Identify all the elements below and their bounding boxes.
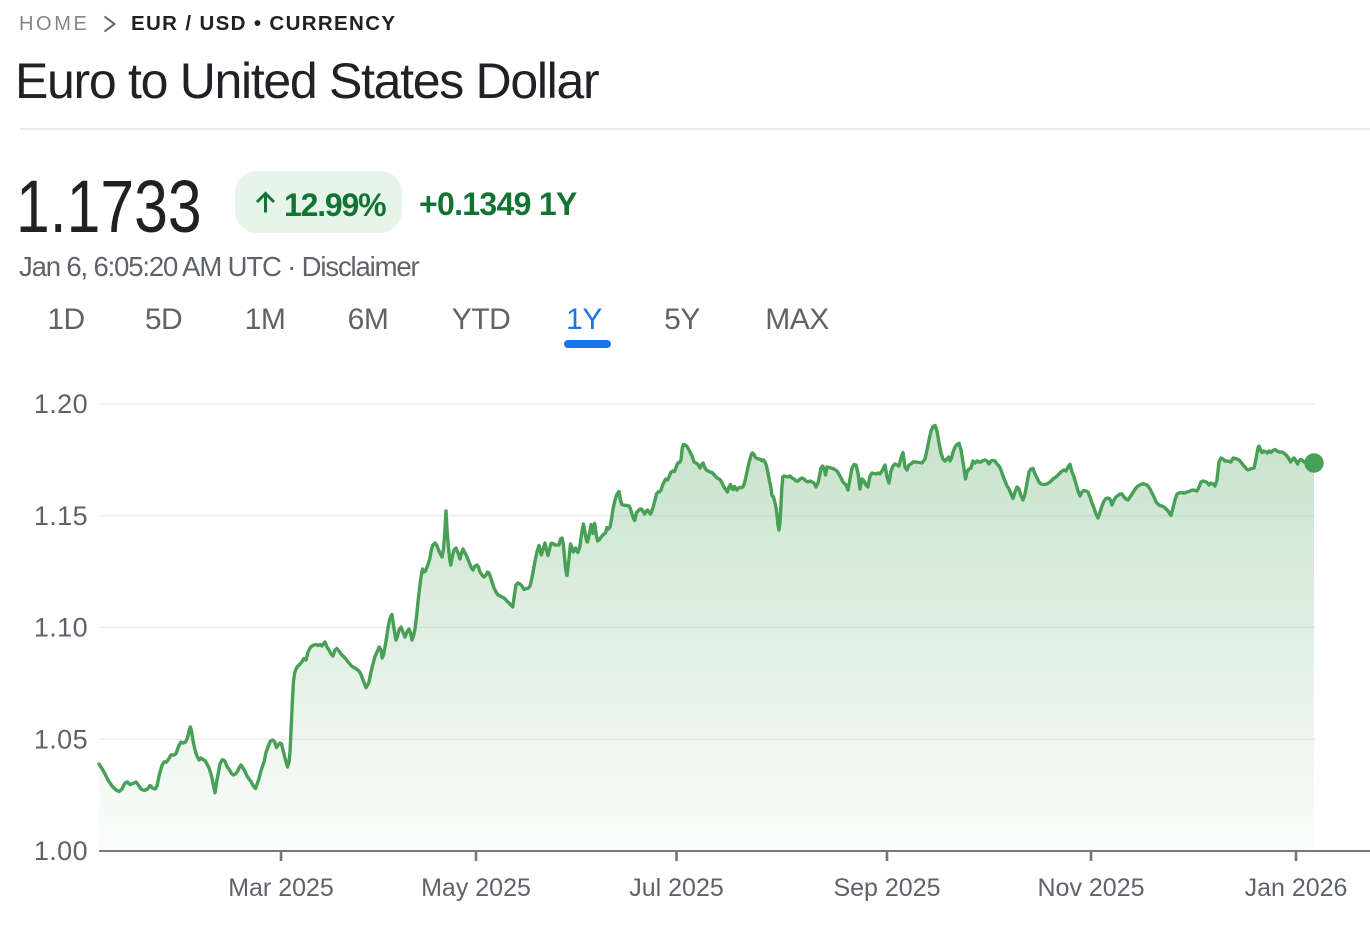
svg-text:1.20: 1.20 (34, 389, 88, 419)
svg-text:1.10: 1.10 (34, 613, 88, 643)
svg-text:Nov 2025: Nov 2025 (1037, 874, 1144, 902)
svg-text:Sep 2025: Sep 2025 (833, 874, 940, 902)
svg-text:Mar 2025: Mar 2025 (228, 874, 334, 902)
svg-text:May 2025: May 2025 (421, 874, 531, 902)
svg-text:1.15: 1.15 (34, 501, 88, 531)
svg-text:1.00: 1.00 (34, 836, 88, 866)
svg-text:Jan 2026: Jan 2026 (1245, 874, 1348, 902)
svg-text:1.05: 1.05 (34, 724, 88, 754)
svg-text:Jul 2025: Jul 2025 (629, 874, 724, 902)
